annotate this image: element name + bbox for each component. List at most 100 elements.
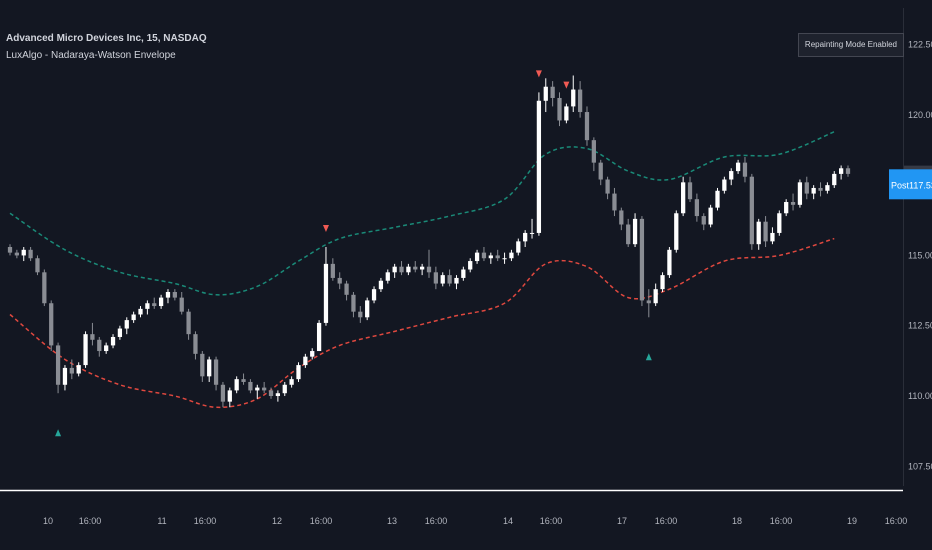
candle <box>461 266 466 281</box>
candle-body <box>591 140 596 163</box>
candle <box>406 263 411 276</box>
candle <box>646 289 651 318</box>
candle-body <box>303 356 308 366</box>
candle-body <box>433 272 438 284</box>
candle-body <box>97 339 102 352</box>
price-tick-label: 112.50 <box>908 321 932 331</box>
candle <box>825 182 830 194</box>
candle <box>591 137 596 172</box>
candle-body <box>179 297 184 312</box>
signal-markers <box>55 70 652 437</box>
candle <box>282 381 287 397</box>
candle <box>158 294 164 309</box>
candle-body <box>296 365 301 380</box>
time-tick-label: 16:00 <box>79 516 102 526</box>
candle-body <box>420 266 425 270</box>
time-tick-label: 16:00 <box>310 516 333 526</box>
candle-body <box>619 210 624 225</box>
candle <box>509 249 514 262</box>
candle <box>667 247 672 278</box>
candle <box>413 261 418 273</box>
candle-body <box>90 334 95 340</box>
indicator-name[interactable]: LuxAlgo - Nadaraya-Watson Envelope <box>6 50 176 61</box>
candle <box>316 320 322 352</box>
upper-envelope-line <box>9 131 835 296</box>
candle-body <box>69 367 74 374</box>
candle-body <box>14 252 19 256</box>
time-tick-label: 12 <box>272 516 282 526</box>
candle <box>42 269 47 307</box>
candle-body <box>42 272 47 304</box>
repaint-mode-badge: Repainting Mode Enabled <box>797 33 904 57</box>
candle-body <box>681 182 686 214</box>
candle <box>234 376 239 394</box>
candle <box>7 244 13 256</box>
candle-body <box>811 187 816 194</box>
candle <box>735 159 741 174</box>
candle-body <box>667 249 672 276</box>
candle-body <box>131 314 136 321</box>
time-tick-label: 11 <box>157 516 166 526</box>
candle <box>619 207 624 231</box>
candle-body <box>378 280 384 290</box>
candle <box>598 159 603 186</box>
price-tick-label: 110.00 <box>908 391 932 401</box>
candle-body <box>399 266 404 273</box>
lower-envelope-line <box>9 237 835 409</box>
candle <box>790 193 796 211</box>
candle-body <box>248 381 253 391</box>
candle <box>97 336 102 357</box>
candle <box>804 176 809 200</box>
time-tick-label: 16:00 <box>425 516 448 526</box>
candle <box>797 179 803 208</box>
candle <box>145 300 150 315</box>
candle-body <box>124 320 129 329</box>
candle <box>577 81 583 118</box>
candle-body <box>392 266 397 273</box>
candle-body <box>818 187 823 191</box>
price-axis[interactable]: 107.50110.00112.50115.00117.50120.00122.… <box>908 40 932 472</box>
candle-body <box>220 384 226 402</box>
candle <box>399 261 404 276</box>
candle <box>371 286 377 304</box>
candle <box>241 373 246 385</box>
candle <box>708 204 713 228</box>
candle-body <box>316 322 322 352</box>
time-tick-label: 19 <box>847 516 857 526</box>
candle-body <box>35 258 40 273</box>
candle <box>845 165 851 177</box>
candle <box>207 356 212 382</box>
candle-body <box>406 266 411 273</box>
candle <box>21 247 26 262</box>
time-tick-label: 16:00 <box>885 516 908 526</box>
candle-body <box>447 275 452 284</box>
candle <box>523 230 528 247</box>
symbol-title[interactable]: Advanced Micro Devices Inc, 15, NASDAQ <box>6 33 207 44</box>
candle <box>447 269 452 287</box>
candle-body <box>213 359 219 385</box>
candle-body <box>784 202 789 214</box>
candle <box>694 193 700 222</box>
candle <box>289 376 294 388</box>
candle <box>200 351 205 382</box>
buy-signal-marker <box>55 429 62 437</box>
candle-body <box>632 218 638 245</box>
sell-signal-marker <box>563 81 570 89</box>
candle-body <box>351 294 356 312</box>
candle-body <box>797 182 803 205</box>
candle-body <box>639 218 645 301</box>
candle <box>811 185 816 200</box>
time-tick-label: 16:00 <box>655 516 678 526</box>
time-axis[interactable]: 10 16:00 11 16:00 12 16:00 13 16:00 14 16:00 17 16:… <box>43 516 907 526</box>
candle <box>653 283 658 307</box>
price-tick-label: 115.00 <box>908 250 932 260</box>
candle-body <box>646 300 651 304</box>
candle <box>330 258 335 281</box>
candle-body <box>83 334 88 366</box>
price-tick-label: 120.00 <box>908 110 932 120</box>
candle <box>186 308 191 340</box>
candle <box>62 365 68 391</box>
candle-body <box>502 258 507 260</box>
chart-legend: Advanced Micro Devices Inc, 15, NASDAQ L… <box>6 30 207 64</box>
